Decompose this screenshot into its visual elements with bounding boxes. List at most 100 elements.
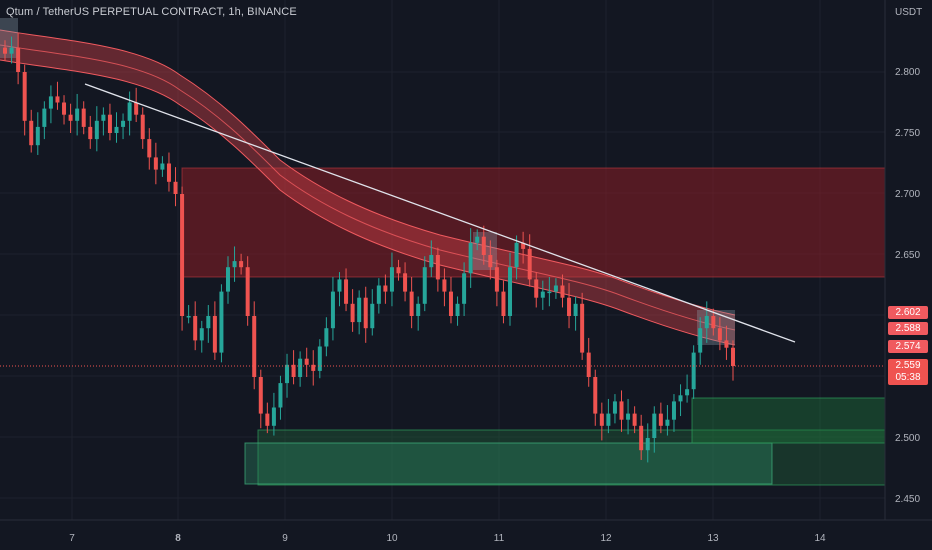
candle-body — [193, 316, 198, 341]
candle-body — [665, 419, 670, 426]
candle-body — [593, 377, 598, 414]
candle-body — [527, 248, 532, 280]
candle-body — [291, 364, 296, 377]
candle-body — [88, 126, 93, 140]
candle-body — [42, 108, 47, 127]
candle-body — [278, 383, 283, 408]
time-axis-label: 13 — [707, 533, 719, 544]
candle-body — [317, 346, 322, 371]
candle-body — [540, 291, 545, 298]
candle-body — [48, 96, 53, 109]
candle-body — [199, 328, 204, 341]
candle-body — [612, 401, 617, 414]
candle-body — [652, 413, 657, 438]
candle-body — [370, 303, 375, 329]
candle-body — [206, 316, 211, 329]
candle-body — [448, 291, 453, 316]
candle-body — [376, 285, 381, 304]
time-axis-label: 9 — [282, 533, 288, 544]
candle-countdown: 05:38 — [895, 372, 921, 383]
candle-body — [521, 242, 526, 249]
candle-body — [553, 285, 558, 292]
highlight-box-right — [697, 310, 735, 345]
candle-body — [606, 413, 611, 426]
candle-body — [81, 108, 86, 127]
price-axis-label: 2.800 — [895, 67, 920, 78]
candle-body — [140, 114, 145, 140]
supply-zone[interactable] — [181, 167, 886, 278]
current-price-value: 2.559 — [895, 360, 921, 371]
candle-body — [494, 267, 499, 292]
candle-body — [94, 120, 99, 140]
candle-body — [671, 401, 676, 420]
candle-body — [717, 328, 722, 341]
candle-body — [724, 340, 729, 348]
descending-trendline[interactable] — [84, 83, 796, 343]
price-axis-label: 2.500 — [895, 433, 920, 444]
demand-zone-upper[interactable] — [691, 397, 886, 444]
candle-body — [55, 96, 60, 103]
candle-body — [166, 163, 171, 182]
moving-average-band — [0, 29, 736, 346]
candle-body — [357, 297, 362, 323]
candle-body — [632, 413, 637, 426]
demand-zone-lower[interactable] — [257, 429, 886, 486]
candle-body — [455, 303, 460, 316]
candle-body — [396, 267, 401, 274]
candle-body — [416, 303, 421, 316]
candle-body — [344, 279, 349, 304]
candle-body — [114, 126, 119, 133]
candle-body — [658, 413, 663, 426]
candle-body — [731, 347, 735, 367]
candle-body — [324, 328, 329, 347]
candle-body — [285, 364, 290, 384]
time-axis-label: 12 — [600, 533, 612, 544]
candle-body — [22, 72, 27, 121]
candle-body — [678, 395, 683, 402]
candle-body — [389, 267, 394, 292]
candle-body — [350, 303, 355, 323]
candle-body — [3, 47, 7, 54]
candle-body — [232, 261, 237, 268]
price-tag-band-lower: 2.574 — [888, 340, 928, 353]
candle-body — [16, 47, 21, 72]
candle-body — [488, 255, 493, 268]
candle-body — [573, 303, 578, 316]
candle-body — [252, 316, 257, 377]
time-axis-label: 7 — [69, 533, 75, 544]
candle-body — [711, 316, 716, 329]
candle-body — [560, 285, 565, 298]
candle-body — [409, 291, 414, 316]
candle-body — [173, 181, 178, 194]
candle-body — [619, 401, 624, 420]
candle-body — [9, 47, 14, 54]
demand-zone-box[interactable] — [244, 442, 773, 485]
candle-body — [685, 389, 690, 396]
candle-body — [239, 261, 244, 268]
candlestick-series — [3, 32, 735, 463]
candle-body — [298, 358, 303, 377]
candle-body — [219, 291, 224, 353]
candle-body — [225, 267, 230, 292]
candle-body — [626, 413, 631, 420]
candle-body — [127, 102, 132, 121]
candle-body — [645, 438, 650, 451]
candle-body — [186, 316, 191, 318]
price-axis-label: 2.450 — [895, 494, 920, 505]
candle-body — [383, 285, 388, 292]
time-axis-label: 10 — [386, 533, 398, 544]
axis-currency-label: USDT — [895, 7, 922, 18]
candle-body — [403, 273, 408, 292]
candle-body — [462, 273, 467, 304]
candle-body — [422, 267, 427, 304]
candle-body — [698, 328, 703, 353]
candle-body — [468, 242, 473, 274]
candle-body — [311, 364, 316, 371]
candle-body — [258, 377, 263, 414]
candle-body — [330, 291, 335, 329]
candle-body — [107, 114, 112, 133]
candle-body — [534, 279, 539, 298]
candle-body — [245, 267, 250, 316]
